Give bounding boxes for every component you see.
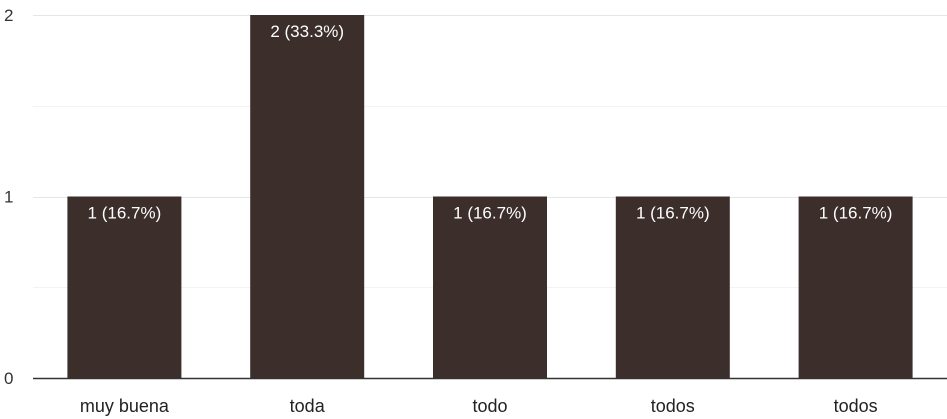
bar-data-label: 2 (33.3%) [270,22,344,41]
bar [433,196,547,378]
bar [250,15,365,378]
bar-data-label: 1 (16.7%) [819,204,893,223]
y-tick-label: 2 [4,6,13,25]
bar [798,196,913,378]
x-category-label: muy buena [80,396,170,416]
x-category-label: todo [472,396,507,416]
bar-data-label: 1 (16.7%) [636,204,710,223]
y-tick-label: 1 [4,188,13,207]
bar-data-label: 1 (16.7%) [88,204,162,223]
data-labels: 1 (16.7%) 2 (33.3%) 1 (16.7%) 1 (16.7%) 1 (1… [88,22,893,223]
axes: 0 1 2 muy buena toda todo todos todos [4,6,947,416]
x-category-label: todos [651,396,695,416]
bar [615,196,730,378]
bar [67,196,182,378]
bar-data-label: 1 (16.7%) [453,204,527,223]
y-tick-label: 0 [4,369,13,388]
bars [67,15,913,378]
x-category-label: todos [834,396,878,416]
x-category-label: toda [290,396,326,416]
